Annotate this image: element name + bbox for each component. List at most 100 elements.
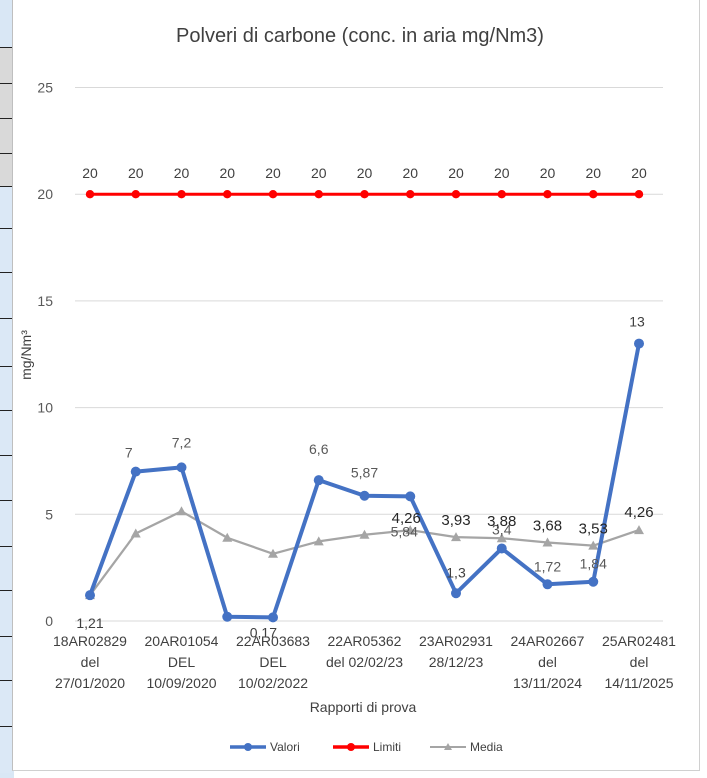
sheet-cell xyxy=(0,410,12,456)
y-tick-label: 0 xyxy=(45,613,53,629)
data-label-valori: 13 xyxy=(629,314,645,330)
data-label-valori: 1,3 xyxy=(446,564,466,580)
x-tick-label: 28/12/23 xyxy=(429,654,484,670)
x-tick-label: 23AR02931 xyxy=(419,633,493,649)
sheet-cell xyxy=(0,590,12,637)
sheet-cell xyxy=(0,186,12,229)
data-label-valori: 1,72 xyxy=(534,558,561,574)
sheet-cell xyxy=(0,680,12,727)
sheet-cell xyxy=(0,228,12,273)
data-label-valori: 7,2 xyxy=(172,434,192,450)
x-tick-label: 25AR02481 xyxy=(602,633,676,649)
data-point-valori xyxy=(222,611,233,622)
data-point-limiti xyxy=(497,190,506,199)
data-label-limiti: 20 xyxy=(585,165,601,181)
x-tick-label: 22AR03683 xyxy=(236,633,310,649)
data-label-media: 4,26 xyxy=(624,504,653,521)
data-point-media xyxy=(634,525,644,535)
x-tick-label: 22AR05362 xyxy=(328,633,402,649)
data-label-valori: 5,84 xyxy=(391,523,418,539)
sheet-cell xyxy=(0,726,12,773)
data-point-media xyxy=(130,528,141,538)
data-point-media xyxy=(496,533,507,543)
data-point-media xyxy=(405,525,416,535)
data-point-valori xyxy=(588,576,599,587)
sheet-cell xyxy=(0,318,12,367)
data-label-media: 3,68 xyxy=(533,517,562,534)
data-label-valori: 3,4 xyxy=(492,521,512,537)
x-axis-label: Rapporti di prova xyxy=(310,699,417,715)
legend-marker-valori xyxy=(244,743,252,751)
data-label-limiti: 20 xyxy=(494,165,510,181)
data-point-limiti xyxy=(85,190,95,199)
data-point-valori xyxy=(359,490,370,501)
data-point-limiti xyxy=(268,190,278,199)
data-point-media xyxy=(451,532,461,542)
x-tick-label: del xyxy=(630,654,649,670)
data-point-valori xyxy=(85,590,95,601)
data-label-valori: 6,6 xyxy=(309,441,329,457)
chart-area[interactable]: Polveri di carbone (conc. in aria mg/Nm3… xyxy=(12,0,700,771)
data-point-valori xyxy=(176,462,187,473)
y-tick-label: 10 xyxy=(37,400,53,416)
data-label-valori: 5,87 xyxy=(351,465,378,481)
sheet-cell xyxy=(0,636,12,681)
data-label-limiti: 20 xyxy=(448,165,464,181)
data-label-valori: 0,17 xyxy=(250,624,277,640)
x-tick-label: 13/11/2024 xyxy=(513,675,582,691)
data-point-limiti xyxy=(543,190,552,199)
legend-label-media: Media xyxy=(470,740,503,754)
x-tick-labels: 18AR02829 del 27/01/2020 20AR01054 DEL 10/09/… xyxy=(53,633,676,691)
sheet-cell xyxy=(0,546,12,591)
x-tick-label: DEL xyxy=(168,654,195,670)
sheet-cell xyxy=(0,455,12,501)
sheet-cell xyxy=(0,83,12,119)
legend: Valori Limiti Media xyxy=(230,740,503,754)
y-tick-label: 20 xyxy=(37,186,53,202)
data-point-media xyxy=(222,532,233,542)
data-label-limiti: 20 xyxy=(357,165,373,181)
y-tick-label: 15 xyxy=(37,293,53,309)
data-point-media xyxy=(359,529,370,539)
data-point-media xyxy=(176,506,187,516)
x-tick-label: 27/01/2020 xyxy=(55,675,125,691)
legend-label-limiti: Limiti xyxy=(373,740,401,754)
data-label-limiti: 20 xyxy=(174,165,190,181)
y-tick-labels: 0 5 10 15 20 25 xyxy=(37,80,53,630)
data-point-media xyxy=(542,537,553,547)
x-tick-label: del 02/02/23 xyxy=(326,654,403,670)
data-label-media: 3,53 xyxy=(579,521,608,538)
data-point-valori xyxy=(496,543,507,554)
data-point-valori xyxy=(268,612,278,623)
data-point-media xyxy=(268,548,278,558)
data-point-limiti xyxy=(451,190,461,199)
x-tick-label: 10/09/2020 xyxy=(146,675,216,691)
data-label-media: 4,26 xyxy=(392,510,421,527)
chart-title: Polveri di carbone (conc. in aria mg/Nm3… xyxy=(176,25,544,47)
y-tick-label: 25 xyxy=(37,80,53,96)
data-point-limiti xyxy=(589,190,598,199)
data-label-limiti: 20 xyxy=(631,165,647,181)
data-label-limiti: 20 xyxy=(265,165,281,181)
data-point-valori xyxy=(313,475,324,486)
data-point-limiti xyxy=(634,190,644,199)
data-label-limiti: 20 xyxy=(540,165,556,181)
x-tick-label: del xyxy=(538,654,557,670)
data-point-limiti xyxy=(131,190,140,199)
data-point-valori xyxy=(405,491,416,502)
x-tick-label: DEL xyxy=(259,654,286,670)
legend-label-valori: Valori xyxy=(270,740,300,754)
data-point-limiti xyxy=(223,190,232,199)
data-point-valori xyxy=(130,466,141,477)
series-layer xyxy=(85,190,644,623)
sheet-cell xyxy=(0,153,12,187)
data-label-limiti: 20 xyxy=(82,165,98,181)
data-point-valori xyxy=(634,338,644,349)
data-label-limiti: 20 xyxy=(128,165,144,181)
sheet-cell xyxy=(0,500,12,547)
line-chart: Polveri di carbone (conc. in aria mg/Nm3… xyxy=(18,25,676,754)
data-label-valori: 1,21 xyxy=(76,615,103,631)
x-tick-label: 20AR01054 xyxy=(145,633,219,649)
sheet-cell xyxy=(0,47,12,84)
x-tick-label: 18AR02829 xyxy=(53,633,127,649)
